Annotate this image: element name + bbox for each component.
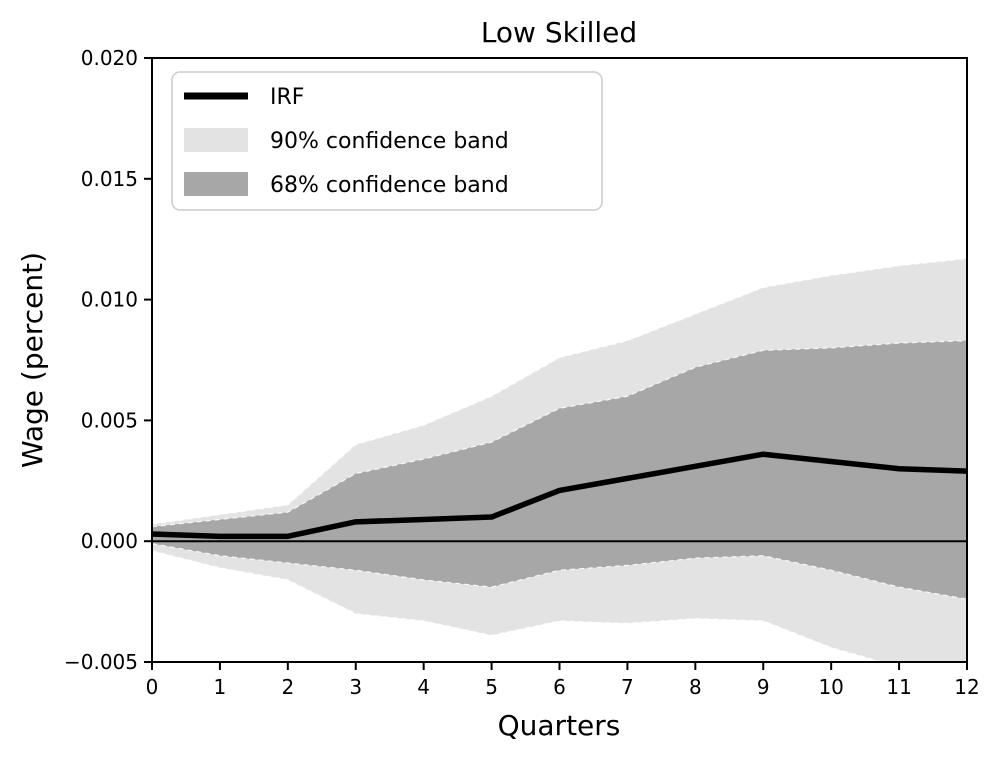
legend-label-68-band: 68% confidence band — [270, 173, 509, 198]
legend: IRF 90% confidence band 68% confidence b… — [171, 71, 603, 211]
band-edge-dashed-line — [152, 543, 967, 600]
x-tick-label: 3 — [349, 675, 362, 699]
y-tick-label: 0.020 — [81, 46, 138, 70]
x-tick-label: 11 — [886, 675, 911, 699]
legend-label-irf: IRF — [270, 85, 304, 110]
x-tick-label: 9 — [757, 675, 770, 699]
x-tick-label: 7 — [621, 675, 634, 699]
legend-label-90-band: 90% confidence band — [270, 129, 509, 154]
y-tick-label: 0.015 — [81, 167, 138, 191]
band-edge-dashed-line — [152, 257, 967, 525]
x-tick-label: 12 — [954, 675, 979, 699]
x-tick-label: 8 — [689, 675, 702, 699]
axes: 0 1 2 3 4 5 6 7 8 9 10 11 120.0200.0150.0100.0050.00… — [64, 46, 980, 699]
legend-68-band-swatch — [184, 172, 248, 196]
y-axis-label: Wage (percent) — [16, 252, 49, 468]
legend-90-band-swatch — [184, 128, 248, 152]
x-tick-label: 4 — [417, 675, 430, 699]
irf-line — [152, 451, 967, 540]
x-tick-label: 1 — [214, 675, 227, 699]
legend-frame — [171, 71, 603, 211]
y-tick-label: 0.005 — [81, 408, 138, 432]
x-tick-label: 0 — [146, 675, 159, 699]
x-axis-label: Quarters — [498, 709, 621, 742]
y-tick-label: 0.010 — [81, 288, 138, 312]
x-tick-label: 10 — [818, 675, 843, 699]
band-68-confidence — [152, 340, 967, 600]
x-tick-label: 2 — [281, 675, 294, 699]
y-tick-label: −0.005 — [64, 650, 138, 674]
x-tick-label: 5 — [485, 675, 498, 699]
chart-title: Low Skilled — [481, 16, 637, 49]
y-tick-label: 0.000 — [81, 529, 138, 553]
x-tick-label: 6 — [553, 675, 566, 699]
band-edge-dashed-line — [152, 550, 885, 662]
band-edge-dashed-line — [152, 340, 967, 528]
plot-area — [152, 257, 967, 662]
